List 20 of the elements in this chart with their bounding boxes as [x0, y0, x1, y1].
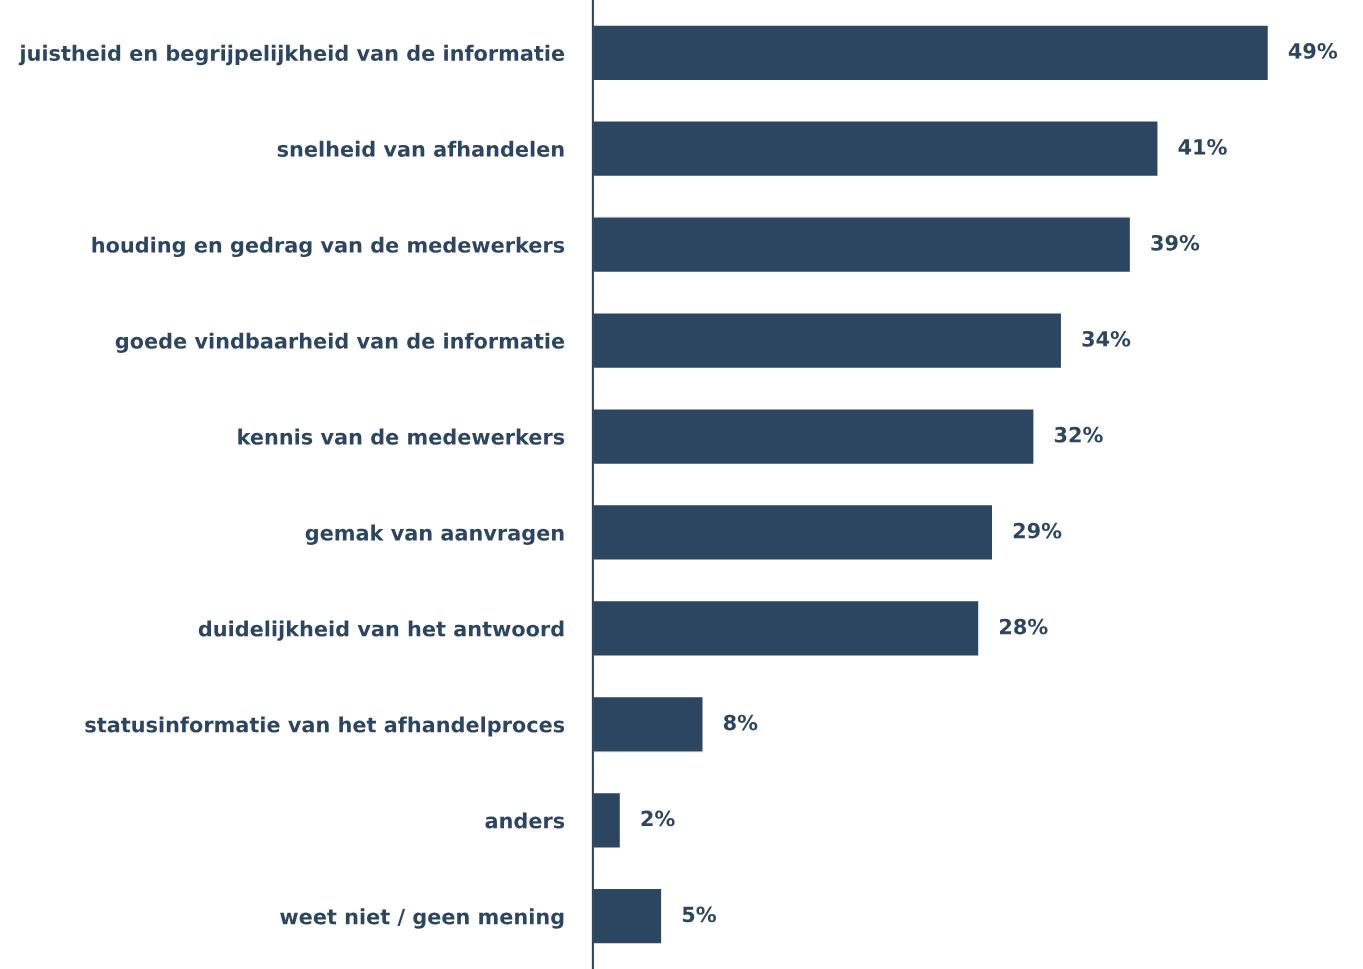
y-tick-label: anders [485, 812, 565, 829]
y-tick-label: snelheid van afhandelen [277, 140, 564, 157]
data-label: 39% [1151, 234, 1200, 251]
data-label: 28% [1000, 618, 1048, 635]
data-label: 49% [1288, 43, 1338, 59]
data-label: 32% [1054, 426, 1103, 443]
data-label: 2% [641, 810, 675, 827]
y-tick-label: kennis van de medewerkers [238, 428, 565, 445]
y-tick-label: juistheid en begrijpelijkheid van de informatie [18, 44, 565, 66]
data-label: 5% [682, 906, 716, 923]
data-label: 29% [1013, 522, 1062, 539]
y-tick-label: duidelijkheid van het antwoord [198, 620, 564, 641]
data-label: 41% [1178, 138, 1227, 155]
y-tick-label: weet niet / geen mening [280, 908, 564, 929]
y-tick-label: statusinformatie van het afhandelproces [85, 716, 565, 737]
y-tick-label: goede vindbaarheid van de informatie [115, 332, 565, 353]
y-tick-label: gemak van aanvragen [305, 524, 564, 545]
data-label: 8% [723, 714, 758, 731]
data-label: 34% [1082, 330, 1131, 347]
y-tick-label: houding en gedrag van de medewerkers [92, 236, 565, 258]
